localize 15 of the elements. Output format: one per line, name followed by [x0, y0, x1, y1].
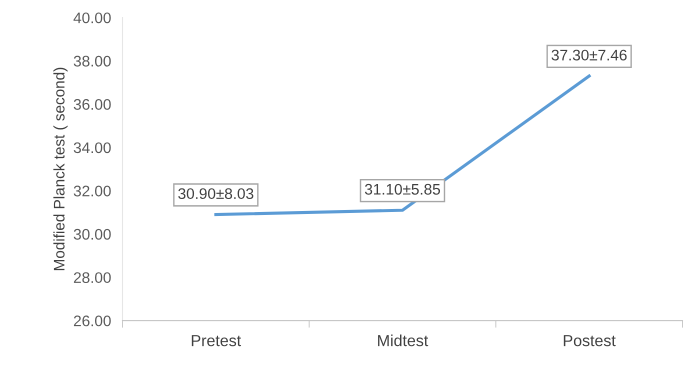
y-tick-label: 30.00 — [74, 228, 111, 240]
y-axis-title: Modified Planck test ( second) — [53, 68, 68, 270]
x-tick-label: Midtest — [378, 334, 428, 346]
x-tick-label: Postest — [564, 335, 616, 346]
data-label: 31.10±5.85 — [364, 184, 440, 195]
data-label: 30.90±8.03 — [178, 188, 254, 200]
y-tick-label: 32.00 — [74, 186, 111, 196]
y-tick-label: 34.00 — [74, 142, 111, 154]
y-tick-label: 40.00 — [74, 12, 111, 24]
y-tick-label: 26.00 — [74, 315, 111, 326]
x-tick-label: Pretest — [192, 335, 242, 346]
y-tick-label: 28.00 — [74, 272, 111, 284]
data-label: 37.30±7.46 — [552, 50, 627, 61]
y-tick-label: 38.00 — [74, 56, 111, 67]
y-tick-label: 36.00 — [74, 99, 111, 110]
